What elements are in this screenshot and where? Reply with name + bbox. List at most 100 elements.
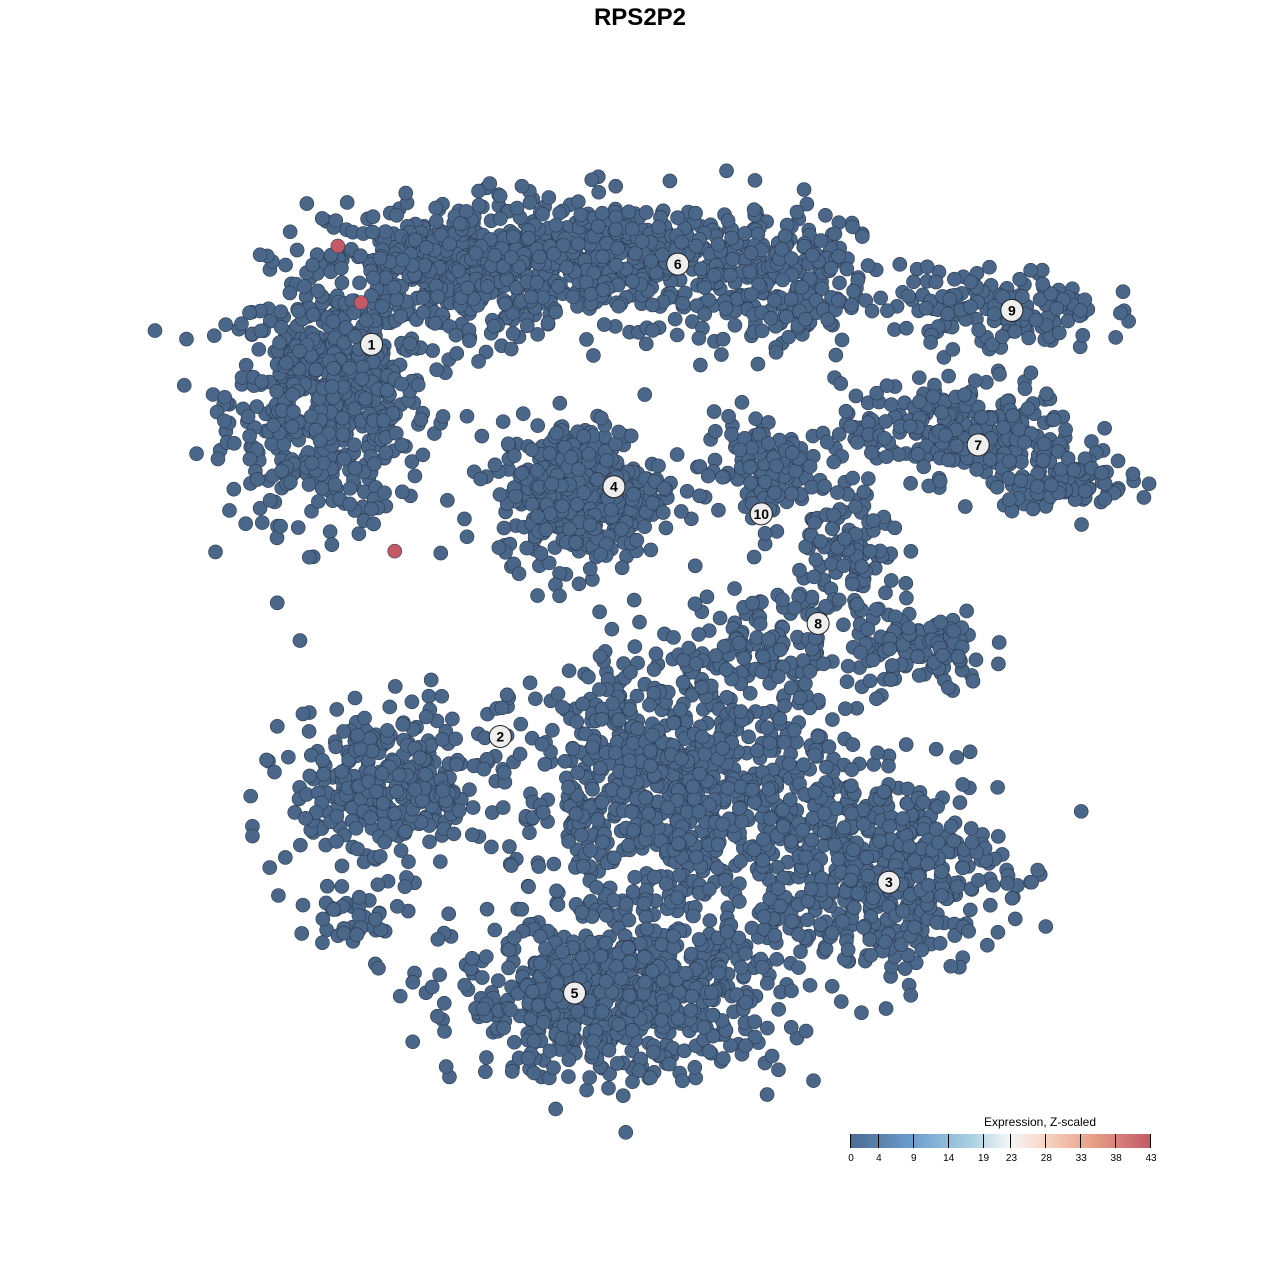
data-point-cluster-8 bbox=[804, 589, 820, 605]
data-point-cluster-2 bbox=[372, 849, 388, 864]
data-point-cluster-8 bbox=[787, 600, 803, 616]
data-point-cluster-1 bbox=[347, 329, 363, 344]
data-point-cluster-4 bbox=[657, 481, 672, 496]
data-point-cluster-6 bbox=[691, 330, 707, 346]
data-point-cluster-5 bbox=[844, 762, 860, 778]
data-point-cluster-5 bbox=[754, 664, 770, 680]
data-point-cluster-5 bbox=[554, 1031, 570, 1046]
data-point-cluster-9 bbox=[1012, 271, 1027, 287]
data-point-cluster-2 bbox=[369, 784, 384, 799]
data-point-cluster-6 bbox=[346, 305, 362, 321]
data-point-cluster-7 bbox=[1097, 491, 1113, 507]
data-point-cluster-9 bbox=[899, 320, 914, 336]
data-point-cluster-1 bbox=[354, 371, 370, 387]
data-point-cluster-5 bbox=[672, 867, 687, 883]
data-point-cluster-9 bbox=[1007, 324, 1023, 339]
data-point-cluster-6 bbox=[828, 347, 844, 363]
data-point-cluster-2 bbox=[380, 723, 395, 738]
data-point-cluster-5 bbox=[764, 1048, 780, 1064]
data-point-cluster-6 bbox=[430, 289, 446, 305]
data-point-cluster-8 bbox=[856, 484, 872, 500]
data-point-cluster-1 bbox=[471, 354, 486, 369]
data-point-cluster-8 bbox=[691, 627, 707, 642]
data-point-cluster-2 bbox=[502, 839, 517, 854]
data-point-cluster-1 bbox=[347, 401, 363, 417]
data-point-cluster-4 bbox=[658, 520, 674, 536]
data-point-cluster-5 bbox=[554, 944, 570, 960]
data-point-cluster-10 bbox=[734, 395, 750, 410]
data-point-cluster-2 bbox=[329, 834, 344, 849]
data-point-cluster-5 bbox=[736, 650, 752, 666]
data-point-cluster-2 bbox=[376, 816, 392, 832]
data-point-cluster-2 bbox=[433, 854, 448, 869]
data-point-cluster-7 bbox=[1136, 490, 1152, 505]
data-point-cluster-9 bbox=[963, 274, 979, 290]
data-point-cluster-10 bbox=[700, 468, 716, 484]
data-point-cluster-5 bbox=[810, 729, 826, 745]
data-point-cluster-5 bbox=[392, 988, 408, 1004]
data-point-cluster-6 bbox=[701, 292, 717, 308]
data-point-cluster-8 bbox=[836, 558, 851, 574]
data-point-cluster-5 bbox=[424, 979, 440, 995]
data-point-cluster-2 bbox=[302, 768, 318, 784]
data-point-cluster-2 bbox=[389, 784, 405, 799]
data-point-cluster-2 bbox=[435, 783, 451, 799]
data-point-cluster-5 bbox=[525, 984, 541, 999]
data-point-cluster-4 bbox=[554, 498, 570, 514]
data-point-cluster-1 bbox=[242, 428, 257, 444]
data-point-cluster-6 bbox=[608, 178, 623, 194]
data-point-cluster-5 bbox=[475, 1001, 491, 1017]
data-point-cluster-6 bbox=[608, 222, 624, 237]
data-point-cluster-5 bbox=[720, 780, 736, 796]
data-point-cluster-5 bbox=[643, 758, 658, 774]
data-point-cluster-6 bbox=[775, 272, 790, 288]
data-point-cluster-8 bbox=[826, 454, 842, 470]
data-point-cluster-2 bbox=[398, 824, 413, 839]
data-point-cluster-6 bbox=[252, 247, 268, 263]
data-point-cluster-5 bbox=[503, 858, 519, 873]
data-point-cluster-5 bbox=[720, 719, 736, 735]
data-point-cluster-6 bbox=[521, 230, 536, 246]
data-point-cluster-8 bbox=[772, 642, 788, 657]
data-point-cluster-5 bbox=[574, 827, 589, 843]
data-point-cluster-5 bbox=[640, 822, 655, 837]
data-point-cluster-1 bbox=[238, 516, 254, 531]
data-point-cluster-4 bbox=[637, 387, 653, 402]
data-point-cluster-8 bbox=[775, 592, 790, 608]
data-point-cluster-4 bbox=[552, 395, 568, 411]
data-point-cluster-6 bbox=[754, 323, 770, 339]
data-point-cluster-5 bbox=[674, 751, 689, 767]
data-point-cluster-10 bbox=[804, 479, 819, 495]
data-point-cluster-6 bbox=[667, 311, 683, 327]
data-point-cluster-5 bbox=[490, 973, 506, 988]
data-point-cluster-1 bbox=[336, 335, 352, 351]
data-point-cluster-5 bbox=[530, 998, 546, 1013]
data-point-cluster-4 bbox=[643, 542, 659, 558]
data-point-cluster-7 bbox=[879, 378, 895, 393]
data-point-cluster-4 bbox=[492, 487, 508, 502]
data-point-cluster-1 bbox=[266, 418, 281, 433]
data-point-cluster-1 bbox=[347, 460, 363, 476]
data-point-cluster-4 bbox=[524, 442, 540, 457]
data-point-cluster-2 bbox=[446, 826, 462, 842]
data-point-cluster-1 bbox=[428, 200, 444, 216]
data-point-cluster-1 bbox=[217, 413, 232, 429]
data-point-cluster-1 bbox=[449, 346, 465, 361]
data-point-cluster-7 bbox=[1141, 476, 1157, 492]
data-point-cluster-8 bbox=[845, 576, 860, 592]
data-point-cluster-4 bbox=[530, 588, 545, 603]
data-point-cluster-2 bbox=[363, 810, 378, 825]
data-point-cluster-4 bbox=[544, 476, 560, 492]
data-point-cluster-6 bbox=[697, 280, 712, 295]
data-point-cluster-10 bbox=[788, 463, 803, 479]
data-point-cluster-5 bbox=[625, 735, 641, 751]
data-point-cluster-6 bbox=[823, 260, 839, 276]
data-point-cluster-6 bbox=[571, 194, 586, 209]
data-point-cluster-4 bbox=[611, 424, 626, 440]
data-point-cluster-5 bbox=[646, 662, 662, 677]
data-point-cluster-5 bbox=[761, 631, 777, 647]
data-point-cluster-7 bbox=[850, 435, 865, 450]
data-point-cluster-8 bbox=[840, 658, 856, 674]
data-point-cluster-2 bbox=[315, 753, 330, 768]
data-point-cluster-1 bbox=[305, 257, 320, 273]
